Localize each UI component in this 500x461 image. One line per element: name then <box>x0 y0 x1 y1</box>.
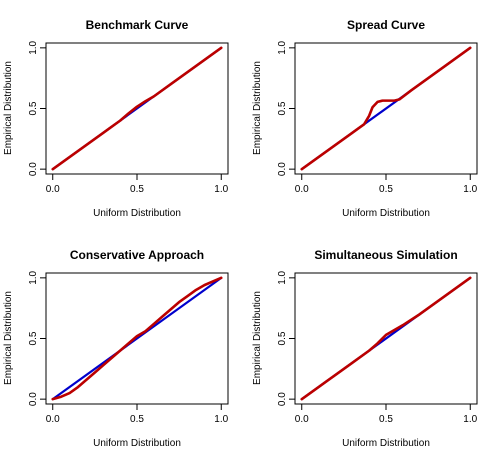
y-axis-label: Empirical Distribution <box>252 291 263 385</box>
y-axis: 0.0 0.5 1.0 <box>28 40 47 176</box>
x-axis: 0.0 0.5 1.0 <box>295 173 478 195</box>
y-axis: 0.0 0.5 1.0 <box>28 270 47 406</box>
y-axis-label: Empirical Distribution <box>252 61 263 155</box>
panel-conservative-approach: Conservative Approach Uniform Distributi… <box>3 248 229 449</box>
x-tick-label: 0.5 <box>379 414 393 425</box>
x-axis-label: Uniform Distribution <box>342 438 430 449</box>
x-tick-label: 1.0 <box>214 184 228 195</box>
panel-title: Conservative Approach <box>70 248 204 262</box>
x-tick-label: 0.5 <box>379 184 393 195</box>
y-tick-label: 0.0 <box>277 162 288 176</box>
empirical-line-red <box>51 276 223 401</box>
reference-line-blue <box>51 276 223 401</box>
y-tick-label: 0.5 <box>277 101 288 115</box>
y-tick-label: 0.0 <box>28 392 39 406</box>
x-axis: 0.0 0.5 1.0 <box>295 403 478 425</box>
y-axis: 0.0 0.5 1.0 <box>277 270 296 406</box>
x-axis-label: Uniform Distribution <box>93 438 181 449</box>
x-tick-label: 0.0 <box>46 184 60 195</box>
y-tick-label: 1.0 <box>28 40 39 54</box>
x-tick-label: 1.0 <box>463 414 477 425</box>
y-tick-label: 1.0 <box>28 270 39 284</box>
y-tick-label: 0.5 <box>277 331 288 345</box>
x-axis-label: Uniform Distribution <box>93 208 181 219</box>
x-tick-label: 1.0 <box>463 184 477 195</box>
x-tick-label: 0.0 <box>46 414 60 425</box>
x-axis: 0.0 0.5 1.0 <box>46 403 229 425</box>
y-tick-label: 0.0 <box>28 162 39 176</box>
empirical-line-red <box>51 46 223 171</box>
y-tick-label: 0.5 <box>28 331 39 345</box>
y-axis: 0.0 0.5 1.0 <box>277 40 296 176</box>
y-axis-label: Empirical Distribution <box>3 61 14 155</box>
y-tick-label: 0.5 <box>28 101 39 115</box>
y-tick-label: 0.0 <box>277 392 288 406</box>
panel-title: Simultaneous Simulation <box>314 248 457 262</box>
x-tick-label: 1.0 <box>214 414 228 425</box>
x-axis-label: Uniform Distribution <box>342 208 430 219</box>
empirical-line-red <box>300 276 472 401</box>
x-tick-label: 0.5 <box>130 414 144 425</box>
y-tick-label: 1.0 <box>277 270 288 284</box>
panel-spread-curve: Spread Curve Uniform Distribution Empiri… <box>252 18 478 219</box>
x-tick-label: 0.0 <box>295 414 309 425</box>
y-tick-label: 1.0 <box>277 40 288 54</box>
panel-title: Spread Curve <box>347 18 425 32</box>
empirical-line-red <box>300 46 472 171</box>
panel-title: Benchmark Curve <box>86 18 189 32</box>
x-tick-label: 0.0 <box>295 184 309 195</box>
y-axis-label: Empirical Distribution <box>3 291 14 385</box>
x-tick-label: 0.5 <box>130 184 144 195</box>
panel-simultaneous-simulation: Simultaneous Simulation Uniform Distribu… <box>252 248 478 449</box>
panel-benchmark-curve: Benchmark Curve Uniform Distribution Emp… <box>3 18 229 219</box>
x-axis: 0.0 0.5 1.0 <box>46 173 229 195</box>
